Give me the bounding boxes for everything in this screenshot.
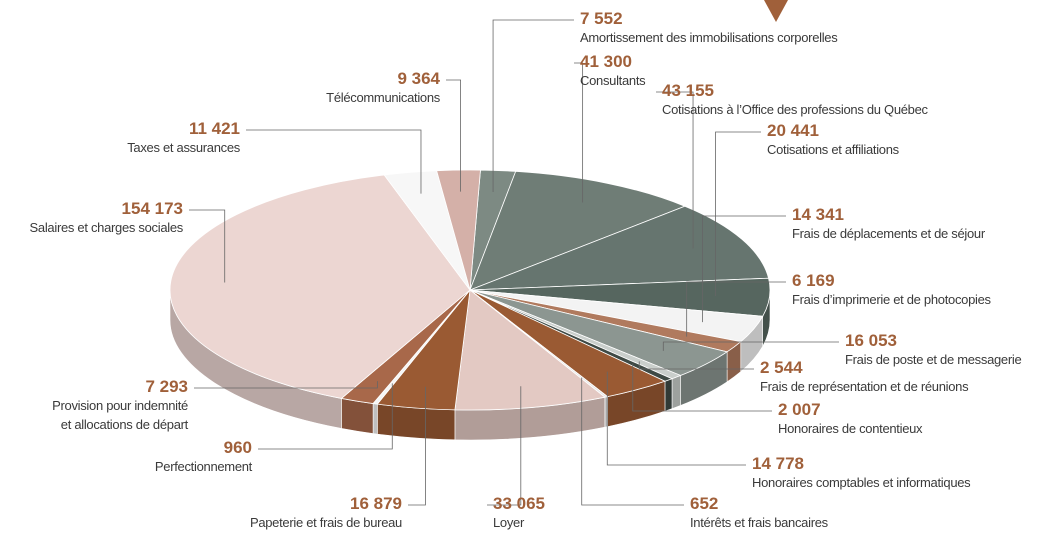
slice-side bbox=[664, 378, 673, 412]
slice-label: 7 293 Provision pour indemnité et allocat… bbox=[52, 378, 188, 434]
leader-line bbox=[408, 386, 426, 506]
leader-line bbox=[638, 361, 754, 370]
category-label: Salaires et charges sociales bbox=[29, 220, 184, 235]
slice-label: 41 300 Consultants bbox=[580, 52, 646, 90]
slice bbox=[169, 174, 471, 399]
value-label: 33 065 bbox=[493, 494, 545, 513]
category-label: Papeterie et frais de bureau bbox=[249, 515, 402, 530]
value-label: 41 300 bbox=[580, 52, 632, 71]
slice-label: 960 Perfectionnement bbox=[155, 439, 252, 476]
category-label: Loyer bbox=[493, 515, 525, 530]
value-label: 6 169 bbox=[792, 271, 835, 290]
category-label: Honoraires comptables et informatiques bbox=[752, 475, 971, 490]
category-label: Cotisations et affiliations bbox=[767, 142, 899, 157]
value-label: 960 bbox=[223, 438, 252, 457]
leader-line bbox=[487, 386, 522, 506]
category-label: Cotisations à l’Office des professions d… bbox=[662, 102, 928, 117]
value-label: 7 293 bbox=[145, 377, 188, 396]
slice-label: 14 778 Honoraires comptables et informati… bbox=[752, 454, 971, 492]
slice-side bbox=[671, 374, 681, 410]
slice-label: 43 155 Cotisations à l’Office des profess… bbox=[662, 82, 928, 119]
slice-label: 16 053 Frais de poste et de messagerie bbox=[845, 331, 1022, 369]
value-label: 11 421 bbox=[188, 119, 240, 138]
leader-line bbox=[189, 209, 226, 283]
category-label: Provision pour indemnité et allocations … bbox=[52, 398, 188, 432]
leader-line bbox=[246, 129, 422, 194]
leader-line bbox=[656, 91, 694, 249]
value-label: 154 173 bbox=[121, 199, 183, 218]
category-label: Consultants bbox=[580, 73, 646, 88]
slice-label: 2 007 Honoraires de contentieux bbox=[778, 400, 923, 438]
marker-arrow bbox=[764, 0, 788, 22]
category-label: Taxes et assurances bbox=[127, 140, 240, 155]
leader-line bbox=[581, 377, 684, 506]
leader-line bbox=[446, 79, 461, 192]
value-label: 20 441 bbox=[767, 121, 819, 140]
value-label: 14 341 bbox=[792, 205, 844, 224]
category-label: Télécommunications bbox=[326, 90, 440, 105]
category-label: Amortissement des immobilisations corpor… bbox=[580, 30, 838, 45]
slice-label: 14 341 Frais de déplacements et de séjour bbox=[792, 206, 985, 243]
slice-label: 2 544 Frais de représentation et de réuni… bbox=[760, 358, 969, 396]
slice bbox=[436, 169, 481, 291]
slice bbox=[454, 289, 606, 411]
category-label: Frais de représentation et de réunions bbox=[760, 379, 969, 394]
category-label: Perfectionnement bbox=[154, 459, 252, 474]
slice-label: 154 173 Salaires et charges sociales bbox=[29, 199, 184, 237]
value-label: 16 879 bbox=[350, 494, 402, 513]
slice-label: 33 065 Loyer bbox=[493, 495, 545, 532]
category-label: Frais de poste et de messagerie bbox=[845, 352, 1022, 367]
category-label: Frais de déplacements et de séjour bbox=[792, 226, 985, 241]
slice-label: 7 552 Amortissement des immobilisations c… bbox=[580, 9, 838, 47]
value-label: 652 bbox=[690, 494, 719, 513]
value-label: 2 007 bbox=[778, 400, 821, 419]
value-label: 16 053 bbox=[845, 331, 897, 350]
value-label: 9 364 bbox=[397, 69, 440, 88]
slice-label: 16 879 Papeterie et frais de bureau bbox=[250, 495, 402, 532]
value-label: 7 552 bbox=[580, 9, 623, 28]
slice-side bbox=[341, 398, 374, 434]
slice-label: 9 364 Télécommunications bbox=[326, 70, 440, 107]
leader-line bbox=[574, 62, 584, 203]
slice bbox=[469, 170, 686, 291]
value-label: 14 778 bbox=[752, 454, 804, 473]
leader-line bbox=[606, 371, 746, 466]
leader-line bbox=[662, 341, 839, 351]
leader-line bbox=[715, 131, 761, 297]
leader-line bbox=[258, 383, 393, 450]
category-label: Intérêts et frais bancaires bbox=[690, 515, 828, 530]
category-label: Honoraires de contentieux bbox=[778, 421, 923, 436]
slice-label: 11 421 Taxes et assurances bbox=[127, 120, 240, 157]
leader-line bbox=[632, 363, 772, 412]
value-label: 43 155 bbox=[662, 81, 714, 100]
slice-side bbox=[372, 403, 378, 435]
slice-label: 652 Intérêts et frais bancaires bbox=[690, 495, 828, 532]
slice-label: 6 169 Frais d’imprimerie et de photocopie… bbox=[792, 272, 991, 309]
value-label: 2 544 bbox=[760, 358, 803, 377]
leader-line bbox=[686, 281, 786, 337]
category-label: Frais d’imprimerie et de photocopies bbox=[792, 292, 991, 307]
leader-line bbox=[492, 19, 574, 193]
leader-line bbox=[194, 381, 378, 389]
slice bbox=[469, 205, 770, 291]
slice-label: 20 441 Cotisations et affiliations bbox=[767, 122, 899, 159]
leader-line bbox=[702, 215, 786, 323]
